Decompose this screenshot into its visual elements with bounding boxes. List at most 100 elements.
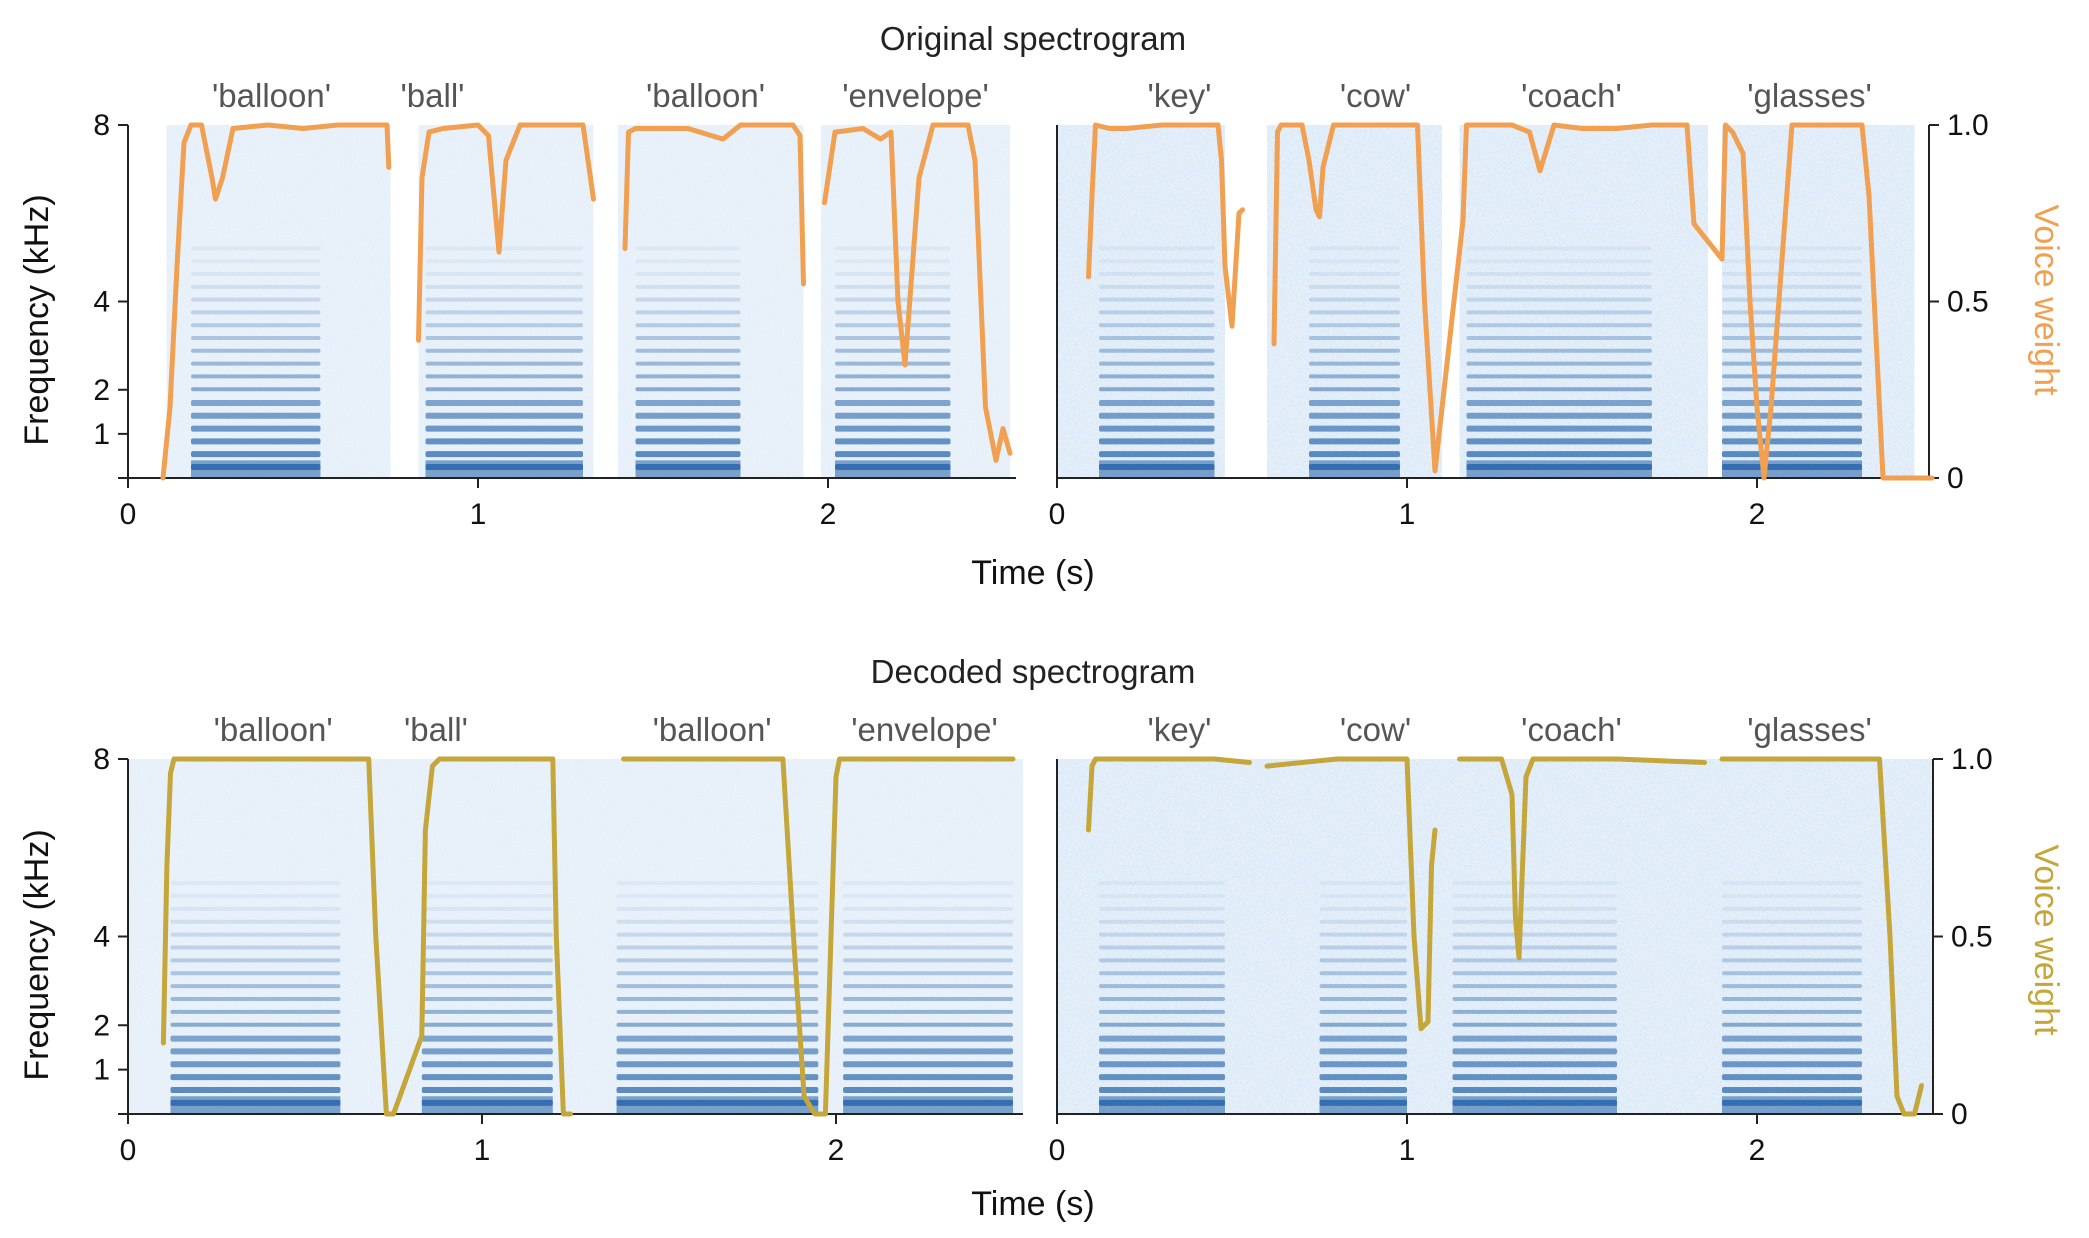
harmonic-band [1722, 348, 1862, 353]
harmonic-band [1099, 310, 1215, 315]
harmonic-band [1099, 1061, 1225, 1068]
harmonic-band [843, 894, 1013, 899]
harmonic-band [616, 984, 819, 989]
voice-weight-line [1086, 756, 1924, 1117]
harmonic-band [425, 425, 583, 432]
y-axis-label-group: Frequency (kHz) [18, 829, 56, 1080]
word-label: 'key' [1148, 77, 1212, 114]
subplot-original-right: 0 0.5 1.0 0 1 2 'key' 'cow' 'coach' 'glasses' [1049, 77, 1989, 531]
harmonic-band [835, 246, 951, 251]
harmonic-band [1466, 425, 1652, 432]
harmonic-band [170, 958, 341, 963]
harmonic-band [1466, 272, 1652, 277]
word-label: 'envelope' [851, 711, 998, 748]
harmonic-band [635, 451, 741, 458]
harmonic-band [1319, 932, 1407, 937]
word-label: 'coach' [1521, 77, 1622, 114]
y2-tick-label: 0 [1947, 462, 1964, 495]
harmonic-band [635, 272, 741, 277]
harmonic-band [1099, 336, 1215, 341]
harmonic-band [1099, 361, 1215, 366]
low-frequency-energy [835, 460, 951, 478]
harmonic-band [835, 425, 951, 432]
harmonic-band [616, 1061, 819, 1068]
harmonic-band [843, 996, 1013, 1001]
harmonic-band [1099, 1087, 1225, 1094]
low-frequency-energy [191, 460, 321, 478]
harmonic-band [835, 297, 951, 302]
harmonic-band [1722, 374, 1862, 379]
voice-weight-label-group: Voice weight [2027, 205, 2065, 396]
harmonic-band [170, 971, 341, 976]
y2-tick-label: 1.0 [1947, 109, 1989, 142]
harmonic-band [1309, 310, 1400, 315]
harmonic-band [835, 399, 951, 406]
spectrogram-noise [1057, 759, 1932, 1114]
harmonic-band [421, 945, 553, 950]
harmonic-band [425, 412, 583, 419]
low-frequency-energy [635, 460, 741, 478]
harmonic-band [843, 1022, 1013, 1027]
x-tick-label: 0 [1049, 1134, 1066, 1167]
harmonic-band [635, 284, 741, 289]
spectrogram-image [128, 125, 1016, 478]
harmonic-band [843, 1048, 1013, 1055]
harmonic-band [1722, 323, 1862, 328]
harmonic-band [843, 919, 1013, 924]
word-label: 'key' [1148, 711, 1212, 748]
harmonic-band [1722, 272, 1862, 277]
harmonic-band [1099, 932, 1225, 937]
harmonic-band [1466, 399, 1652, 406]
y2-tick-label: 0.5 [1951, 921, 1993, 954]
harmonic-band [1309, 425, 1400, 432]
word-label: 'ball' [404, 711, 468, 748]
harmonic-band [170, 1087, 341, 1094]
harmonic-band [635, 246, 741, 251]
harmonic-band [843, 1074, 1013, 1081]
harmonic-band [635, 438, 741, 445]
harmonic-band [170, 1022, 341, 1027]
harmonic-band [1466, 297, 1652, 302]
harmonic-band [425, 272, 583, 277]
harmonic-band [421, 1035, 553, 1042]
harmonic-band [425, 297, 583, 302]
harmonic-band [1452, 945, 1617, 950]
harmonic-band [1722, 1087, 1862, 1094]
voice-weight-line [160, 122, 1013, 481]
low-frequency-energy [425, 460, 583, 478]
harmonic-band [170, 894, 341, 899]
harmonic-band [1319, 1061, 1407, 1068]
harmonic-band [616, 958, 819, 963]
harmonic-band [616, 1048, 819, 1055]
harmonic-band [616, 881, 819, 886]
harmonic-band [191, 438, 321, 445]
y-tick-label: 2 [93, 1009, 110, 1042]
harmonic-band [1309, 297, 1400, 302]
harmonic-band [421, 1061, 553, 1068]
harmonic-band [1309, 272, 1400, 277]
harmonic-band [191, 259, 321, 264]
harmonic-band [1452, 958, 1617, 963]
harmonic-band [1099, 1009, 1225, 1014]
harmonic-band [421, 1048, 553, 1055]
harmonic-band [191, 272, 321, 277]
harmonic-band [1722, 996, 1862, 1001]
harmonic-band [1466, 246, 1652, 251]
harmonic-band [1319, 1035, 1407, 1042]
harmonic-band [1722, 425, 1862, 432]
harmonic-band [1452, 1022, 1617, 1027]
harmonic-band [835, 259, 951, 264]
y-tick-label: 4 [93, 286, 110, 319]
harmonic-band [1319, 906, 1407, 911]
harmonic-band [1309, 336, 1400, 341]
harmonic-band [1452, 906, 1617, 911]
y-tick-label: 4 [93, 921, 110, 954]
spectrogram-image [1057, 125, 1929, 478]
word-label: 'balloon' [212, 77, 331, 114]
y-tick-label: 8 [93, 109, 110, 142]
harmonic-band [1722, 412, 1862, 419]
harmonic-band [1722, 1009, 1862, 1014]
harmonic-band [843, 906, 1013, 911]
harmonic-band [1099, 399, 1215, 406]
